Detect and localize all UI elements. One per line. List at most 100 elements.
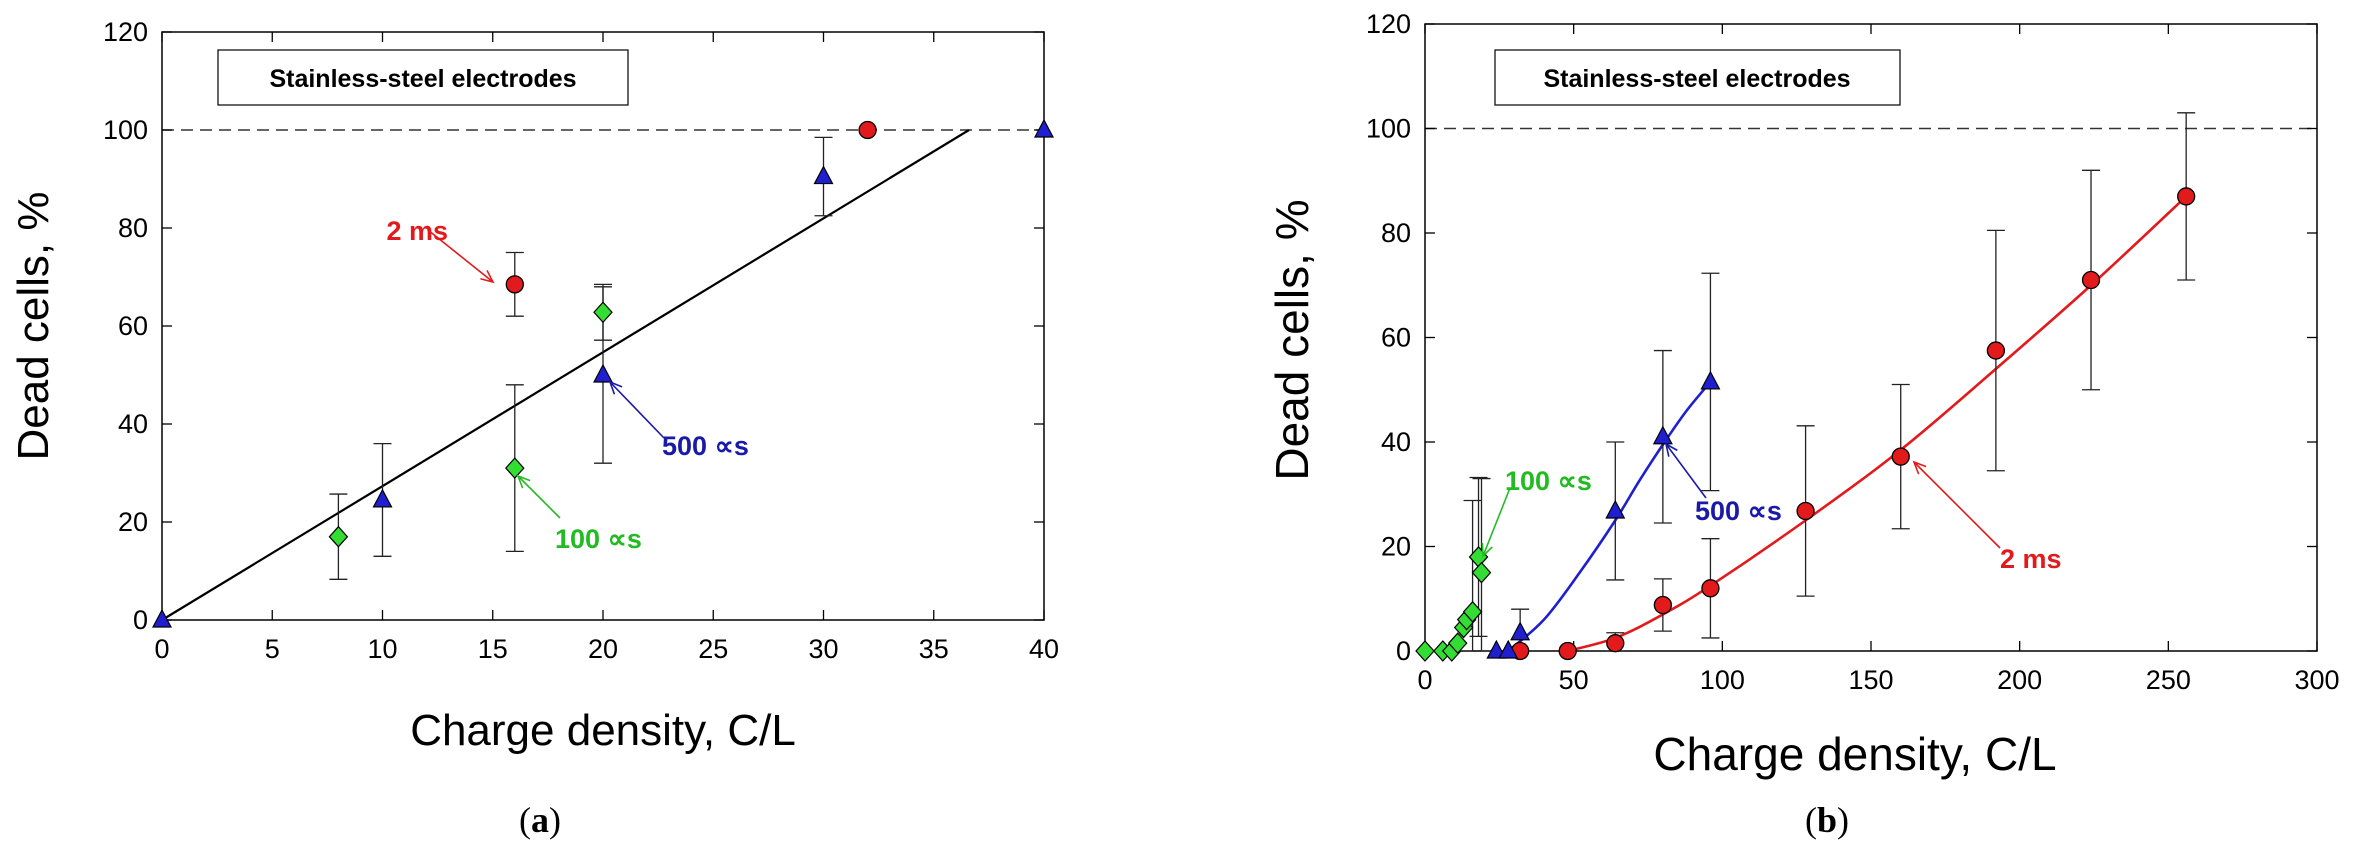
x-tick-label: 5 [265,634,280,664]
data-point-circle [1701,579,1720,598]
annotation-arrow [609,381,665,439]
data-point-triangle [1034,118,1054,138]
annotation-arrowhead [608,380,623,395]
data-point-circle [858,120,877,140]
caption-open: ( [1805,800,1817,840]
caption-letter: b [1817,800,1837,840]
data-point-diamond [1447,632,1468,655]
data-point-triangle [593,363,613,383]
y-tick-label: 40 [1381,427,1411,457]
y-tick-label: 20 [1381,532,1411,562]
annotation-label: 100 ∝s [555,524,642,554]
x-tick-label: 300 [2294,665,2339,695]
data-point-circle [1986,341,2006,360]
data-point-triangle [1652,425,1673,445]
data-points [152,118,1054,628]
annotations: 100 ∝s 500 ∝s 2 ms [1481,442,2062,574]
fit-curve [1507,381,1712,652]
x-tick-label: 15 [478,634,508,664]
annotation-arrow [1482,487,1511,557]
annotation-arrowhead [1912,460,1927,475]
x-tick-label: 250 [2146,665,2191,695]
x-tick-label: 50 [1559,665,1589,695]
x-tick-label: 40 [1029,634,1059,664]
data-point-triangle [1700,370,1721,390]
caption-letter: a [531,800,549,840]
y-tick-label: 0 [1396,636,1411,666]
x-tick-label: 0 [1417,665,1432,695]
annotation-label: 500 ∝s [662,431,749,461]
y-tick-label: 20 [118,507,148,537]
data-point-circle [1606,634,1625,653]
data-point-diamond [593,301,613,324]
x-axis-label: Charge density, C/L [410,706,796,755]
annotation-label: 100 ∝s [1505,466,1592,496]
y-axis-label: Dead cells, % [1266,199,1318,480]
data-point-circle [2081,270,2101,290]
data-point-triangle [152,608,172,628]
x-tick-label: 25 [698,634,728,664]
y-tick-label: 80 [1381,218,1411,248]
data-point-triangle [1510,621,1531,641]
annotation-arrow [517,475,561,519]
data-point-diamond [1471,561,1492,584]
x-tick-label: 10 [367,634,397,664]
data-point-circle [1891,447,1910,466]
x-axis-ticks: 0 50 100 150 200 250 300 [1417,24,2340,695]
panel-caption: (a) [519,800,561,840]
annotation-arrowhead [516,474,531,489]
annotation-arrowhead [1664,442,1678,457]
y-axis-ticks: 0 20 40 60 80 100 120 [1366,9,2317,666]
data-point-circle [2177,187,2196,206]
caption-close: ) [1837,800,1849,840]
y-tick-label: 100 [1366,114,1411,144]
data-point-diamond [1415,640,1435,662]
data-point-triangle [813,165,834,185]
panel-b: 0 50 100 150 200 250 300 0 20 40 60 80 100 120 Stain… [1266,9,2340,840]
data-point-triangle [372,488,393,508]
error-bars [329,136,833,580]
caption-open: ( [519,800,531,840]
annotation-label: 500 ∝s [1695,496,1782,526]
chart-title: Stainless-steel electrodes [1543,65,1850,93]
y-tick-label: 60 [118,311,148,341]
data-point-triangle [1605,499,1626,519]
x-axis-ticks: 0 5 10 15 20 25 30 35 40 [154,32,1059,664]
annotation-arrowhead [1481,542,1493,558]
fit-line [161,129,970,621]
data-point-circle [1653,595,1673,615]
annotation-arrow [1913,461,2001,549]
panel-caption: (b) [1805,800,1849,840]
panel-a: 0 5 10 15 20 25 30 35 40 0 20 40 60 80 100 120 Stainle… [9,17,1059,840]
caption-close: ) [549,800,561,840]
title-box [1494,49,1901,106]
x-tick-label: 150 [1848,665,1893,695]
chart-title: Stainless-steel electrodes [269,65,576,93]
annotation-label: 2 ms [386,216,448,246]
data-point-triangle [1498,639,1519,659]
fit-lines [1507,195,2188,653]
annotations: 2 ms 500 ∝s 100 ∝s [386,216,748,554]
data-points [1415,187,2196,662]
y-tick-label: 120 [1366,9,1411,39]
annotation-label: 2 ms [2000,544,2062,574]
y-tick-label: 40 [118,409,148,439]
data-point-diamond [1462,600,1483,623]
y-tick-label: 0 [133,605,148,635]
annotation-arrow [427,229,494,283]
fit-curve [1567,195,2188,653]
y-axis-ticks: 0 20 40 60 80 100 120 [103,17,1044,635]
annotation-arrow [1665,443,1707,499]
data-point-circle [505,275,524,294]
y-tick-label: 100 [103,115,148,145]
data-point-circle [1796,501,1815,521]
y-tick-label: 80 [118,213,148,243]
y-tick-label: 60 [1381,323,1411,353]
error-bars [1463,112,2196,652]
y-axis-label: Dead cells, % [9,191,58,460]
data-point-diamond [504,457,525,479]
x-tick-label: 30 [808,634,838,664]
title-box [217,49,629,106]
x-tick-label: 100 [1700,665,1745,695]
